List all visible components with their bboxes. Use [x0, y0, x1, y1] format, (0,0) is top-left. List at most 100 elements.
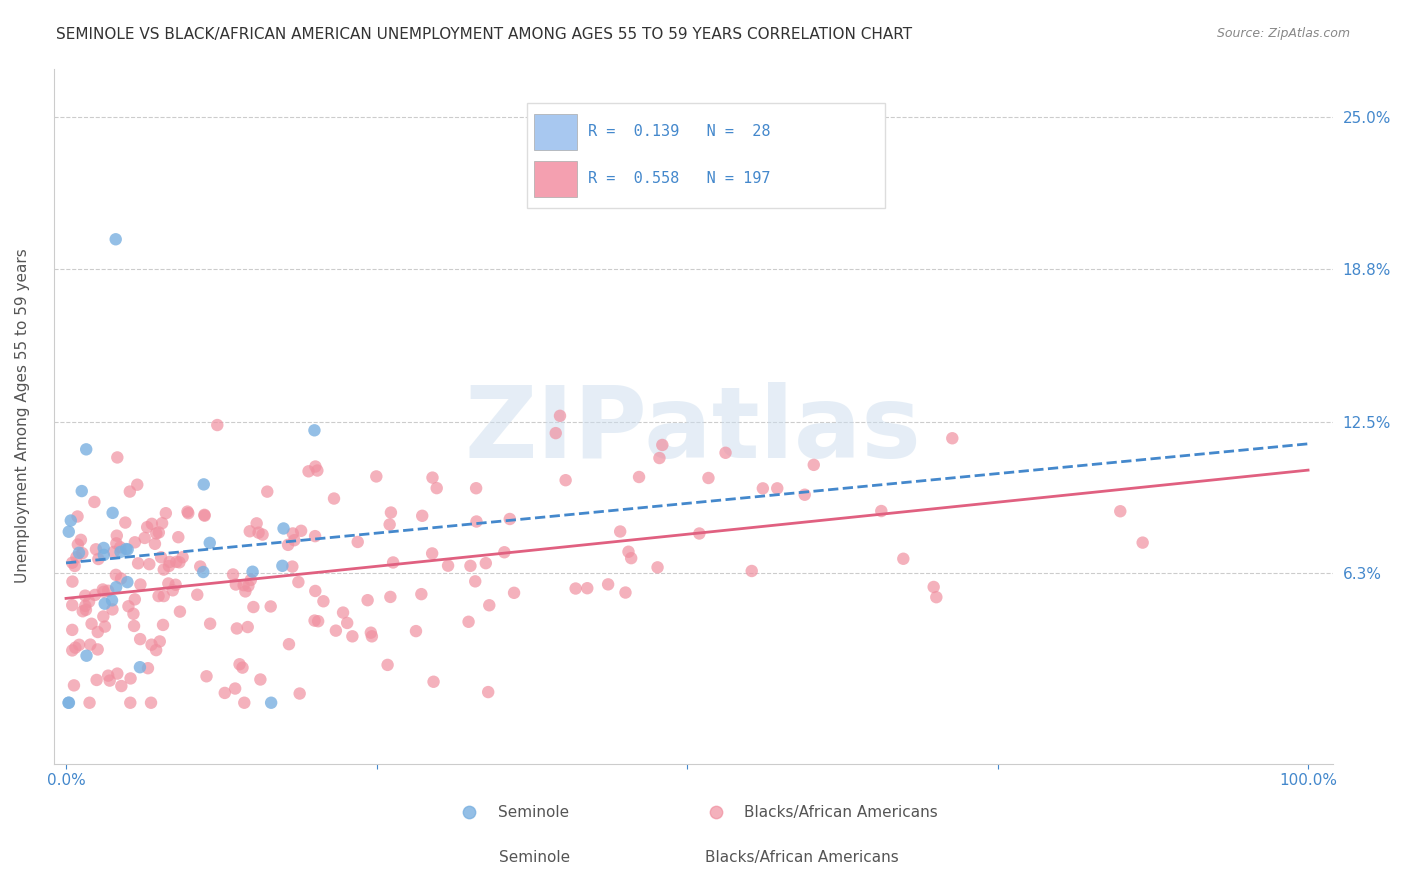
Point: [688, 526, 710, 541]
Point: [136, 661, 159, 675]
Point: [304, 614, 326, 628]
Point: [127, 557, 149, 571]
Point: [195, 669, 218, 683]
Point: [70, 484, 93, 499]
Point: [80, 616, 103, 631]
Point: [149, 634, 172, 648]
Point: [72, 546, 94, 560]
Point: [129, 660, 152, 674]
Point: [124, 535, 146, 549]
Point: [188, 559, 211, 574]
Point: [714, 446, 737, 460]
Point: [647, 560, 669, 574]
Point: [93, 541, 115, 555]
Point: [233, 696, 256, 710]
Point: [870, 504, 893, 518]
Point: [494, 545, 516, 559]
Point: [304, 529, 326, 543]
Point: [124, 592, 146, 607]
Point: [457, 615, 479, 629]
Point: [366, 469, 388, 483]
Point: [925, 590, 948, 604]
Point: [437, 558, 460, 573]
Point: [620, 551, 643, 566]
Point: [122, 607, 145, 621]
Point: [58, 696, 80, 710]
Point: [165, 578, 187, 592]
Point: [79, 638, 101, 652]
Point: [77, 595, 100, 609]
Point: [129, 632, 152, 647]
Point: [105, 580, 128, 594]
Point: [411, 508, 433, 523]
Point: [380, 506, 402, 520]
Point: [169, 605, 191, 619]
Point: [176, 505, 198, 519]
Point: [290, 524, 312, 538]
Point: [97, 583, 120, 598]
Point: [360, 625, 382, 640]
Text: Seminole: Seminole: [499, 850, 569, 865]
Point: [1132, 535, 1154, 549]
Point: [278, 637, 301, 651]
Point: [75, 442, 97, 457]
Point: [136, 520, 159, 534]
Point: [117, 542, 139, 557]
Point: [97, 668, 120, 682]
Point: [242, 565, 264, 579]
Point: [145, 643, 167, 657]
Point: [105, 666, 128, 681]
Point: [162, 583, 184, 598]
Point: [346, 535, 368, 549]
Point: [58, 524, 80, 539]
Point: [172, 550, 194, 565]
Point: [411, 587, 433, 601]
Point: [465, 481, 488, 495]
Point: [222, 567, 245, 582]
Point: [380, 590, 402, 604]
Point: [83, 495, 105, 509]
Point: [287, 575, 309, 590]
Point: [891, 551, 914, 566]
Point: [477, 685, 499, 699]
Point: [159, 555, 181, 569]
Point: [138, 557, 160, 571]
Point: [157, 576, 180, 591]
Point: [193, 477, 215, 491]
Point: [148, 589, 170, 603]
Point: [117, 575, 139, 590]
Y-axis label: Unemployment Among Ages 55 to 59 years: Unemployment Among Ages 55 to 59 years: [15, 249, 30, 583]
Point: [207, 418, 229, 433]
Point: [648, 450, 671, 465]
Point: [152, 589, 174, 603]
Point: [143, 537, 166, 551]
Point: [177, 506, 200, 520]
Point: [228, 657, 250, 672]
Point: [152, 618, 174, 632]
Point: [548, 409, 571, 423]
Point: [193, 508, 215, 522]
Point: [360, 629, 382, 643]
Point: [239, 524, 262, 539]
Text: SEMINOLE VS BLACK/AFRICAN AMERICAN UNEMPLOYMENT AMONG AGES 55 TO 59 YEARS CORREL: SEMINOLE VS BLACK/AFRICAN AMERICAN UNEMP…: [56, 27, 912, 42]
Point: [157, 559, 180, 574]
Point: [105, 450, 128, 465]
Point: [134, 531, 156, 545]
Point: [193, 565, 215, 579]
Point: [614, 585, 637, 599]
Point: [336, 615, 359, 630]
Point: [803, 458, 825, 472]
Point: [422, 470, 444, 484]
Point: [260, 696, 283, 710]
Point: [420, 546, 443, 560]
Point: [75, 589, 97, 603]
Point: [283, 533, 305, 548]
Point: [252, 527, 274, 541]
Point: [378, 517, 401, 532]
Point: [426, 481, 449, 495]
Point: [63, 558, 86, 573]
Point: [356, 593, 378, 607]
Point: [150, 516, 173, 531]
Point: [922, 580, 945, 594]
Point: [198, 616, 221, 631]
